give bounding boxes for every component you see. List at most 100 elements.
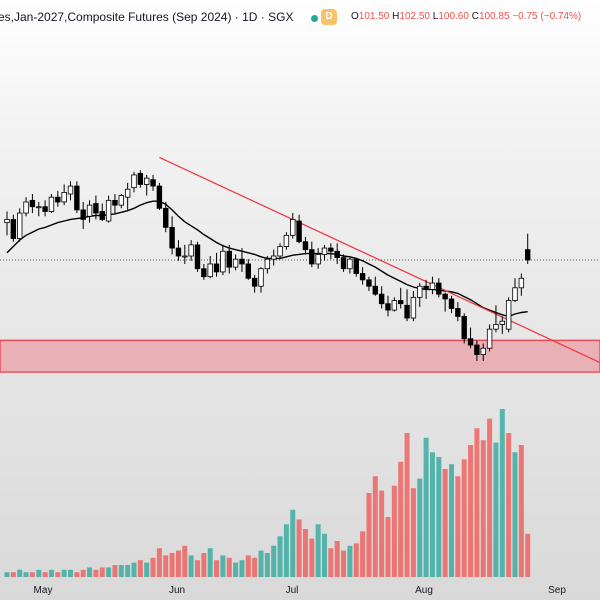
candle-body: [4, 219, 10, 224]
candle-body: [201, 268, 207, 278]
volume-bar: [302, 529, 308, 577]
candle-body: [467, 338, 474, 346]
candle-body: [93, 203, 99, 214]
candle-body: [270, 255, 277, 260]
delay-badge[interactable]: D: [321, 9, 337, 25]
candle-body: [359, 273, 366, 281]
volume-bar: [315, 524, 321, 577]
volume-bar: [372, 476, 378, 577]
candle-body: [461, 316, 467, 340]
candle-body: [137, 172, 144, 185]
volume-bar: [220, 555, 226, 577]
candle-body: [232, 258, 239, 268]
candle-body: [442, 293, 448, 300]
volume-bar: [87, 567, 93, 577]
volume-bar: [36, 569, 42, 577]
volume-bar: [17, 569, 23, 577]
volume-bar: [226, 557, 232, 577]
candle-body: [372, 285, 378, 295]
candle-body: [112, 199, 118, 206]
candle-body: [42, 206, 48, 212]
volume-bar: [499, 409, 505, 577]
volume-bar: [188, 555, 194, 577]
volume-bar: [207, 548, 213, 577]
candle-body: [302, 241, 309, 251]
candle-body: [397, 300, 404, 305]
candle-body: [105, 199, 112, 222]
candle-body: [182, 255, 188, 258]
candle-body: [150, 179, 156, 187]
candle-body: [417, 285, 423, 298]
volume-bar: [468, 445, 474, 577]
candle-body: [86, 204, 93, 217]
candle-body: [283, 234, 290, 247]
candle-body: [309, 249, 315, 265]
symbol-title[interactable]: es,Jan-2027,Composite Futures (Sep 2024)…: [0, 10, 294, 24]
candle-body: [334, 250, 340, 259]
volume-bar: [480, 440, 486, 577]
volume-bar: [55, 572, 61, 577]
volume-bar: [296, 519, 302, 577]
candle-body: [48, 196, 55, 212]
candle-body: [194, 244, 201, 270]
volume-bar: [410, 488, 416, 577]
candle-body: [277, 246, 283, 257]
ohlc-low-value: 100.60: [438, 11, 469, 22]
volume-bar: [112, 565, 118, 577]
x-tick-label: Sep: [548, 585, 566, 596]
candle-body: [239, 258, 245, 265]
volume-bar: [360, 531, 366, 577]
candle-body: [366, 279, 372, 287]
ohlc-close-value: 100.85: [478, 11, 510, 22]
volume-bar: [512, 452, 518, 577]
volume-bar: [10, 572, 16, 577]
candle-body: [67, 185, 74, 195]
volume-bar: [252, 557, 258, 577]
volume-bar: [144, 562, 150, 577]
volume-bar: [118, 565, 124, 577]
volume-bar: [525, 533, 531, 577]
volume-bar: [169, 553, 175, 577]
market-status-dot: [311, 15, 318, 22]
candle-body: [226, 250, 232, 268]
x-tick-label: Aug: [415, 585, 433, 596]
candle-body: [175, 247, 182, 257]
ohlc-high-label: H: [392, 11, 400, 22]
volume-bar: [99, 567, 105, 577]
candle-body: [258, 268, 264, 287]
volume-bar: [436, 457, 442, 577]
candle-body: [486, 328, 493, 349]
volume-bar: [449, 464, 454, 577]
volume-bar: [429, 452, 435, 577]
candle-body: [410, 296, 417, 319]
volume-bar: [201, 553, 207, 577]
candle-body: [156, 185, 163, 209]
ohlc-low-label: L: [432, 11, 439, 22]
candle-body: [163, 207, 169, 228]
candle-body: [290, 219, 296, 236]
candle-body: [169, 226, 175, 249]
volume-bar: [366, 493, 372, 577]
volume-bar: [455, 476, 461, 577]
ohlc-open-value: 101.50: [358, 11, 390, 22]
candle-body: [474, 344, 480, 355]
volume-bar: [398, 461, 404, 577]
candle-body: [525, 249, 531, 261]
candle-body: [74, 185, 80, 211]
volume-bar: [423, 437, 429, 577]
volume-bar: [493, 442, 499, 577]
volume-bar: [195, 560, 200, 577]
candle-body: [23, 201, 29, 214]
candle-body: [347, 258, 353, 270]
volume-bar: [417, 478, 423, 577]
volume-bar: [309, 538, 315, 577]
candle-body: [188, 244, 194, 257]
candle-body: [207, 263, 213, 278]
x-tick-label: Jun: [169, 585, 185, 596]
candle-body: [378, 293, 385, 305]
ohlc-open-label: O: [351, 11, 359, 22]
candle-body: [385, 303, 391, 311]
support-zone: [0, 339, 600, 373]
x-tick-label: Jul: [286, 585, 299, 596]
